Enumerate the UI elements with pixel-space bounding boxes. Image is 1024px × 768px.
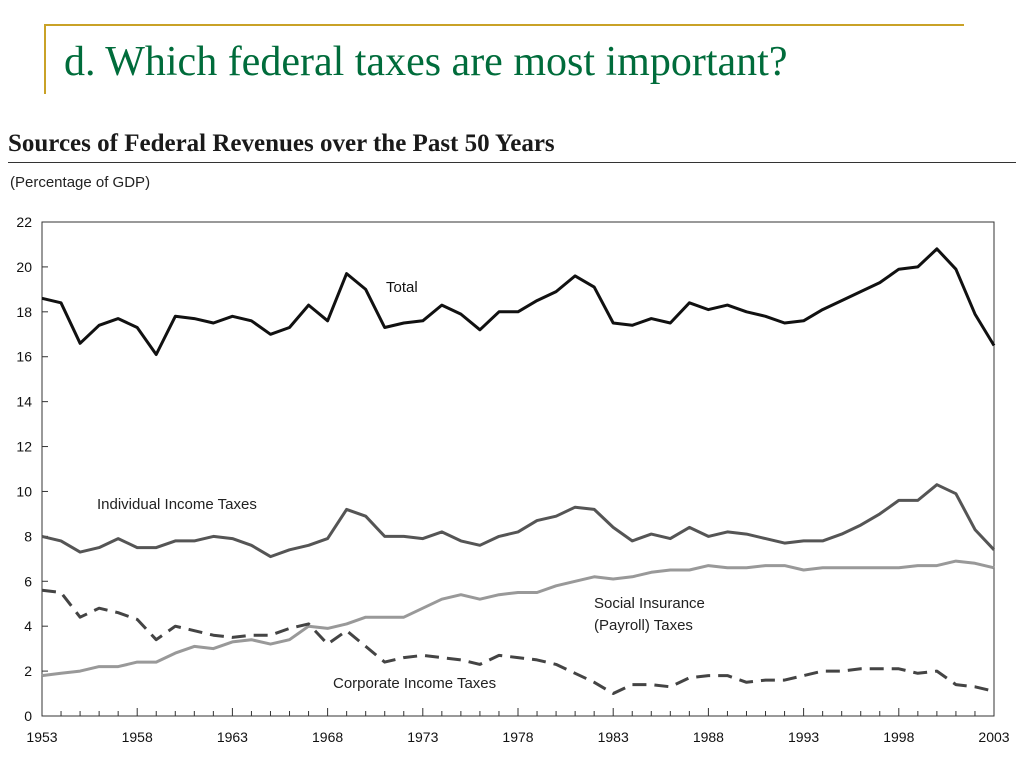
annotation-social-insurance-line2: (Payroll) Taxes xyxy=(594,617,693,634)
title-accent-bar xyxy=(44,24,46,94)
revenue-line-chart: 0 2 4 6 8 10 12 14 16 18 20 22 1953 1958 1963 1968 1973 1… xyxy=(16,214,1009,745)
chart-series xyxy=(41,247,996,695)
x-tick-label: 1968 xyxy=(312,729,343,745)
y-tick-label: 18 xyxy=(16,304,32,320)
series-line-individual-income-taxes xyxy=(41,483,996,559)
y-tick-label: 0 xyxy=(24,708,32,724)
x-tick-label: 1963 xyxy=(217,729,248,745)
y-tick-label: 10 xyxy=(16,483,32,499)
x-tick-label: 1958 xyxy=(122,729,153,745)
y-tick-label: 12 xyxy=(16,439,32,455)
y-tick-label: 6 xyxy=(24,573,32,589)
x-tick-label: 1973 xyxy=(407,729,438,745)
y-tick-label: 8 xyxy=(24,528,32,544)
x-tick-label: 1993 xyxy=(788,729,819,745)
x-tick-label: 1953 xyxy=(26,729,57,745)
y-tick-label: 4 xyxy=(24,618,32,634)
title-accent-rule xyxy=(44,24,964,26)
chart-subtitle: (Percentage of GDP) xyxy=(10,174,151,191)
x-tick-label: 1988 xyxy=(693,729,724,745)
series-line-corporate-income-taxes xyxy=(41,588,995,695)
y-tick-label: 16 xyxy=(16,349,32,365)
annotation-individual-income-taxes: Individual Income Taxes xyxy=(97,496,257,513)
chart-axes: 0 2 4 6 8 10 12 14 16 18 20 22 1953 1958 1963 1968 1973 1… xyxy=(16,214,1009,745)
slide-title: d. Which federal taxes are most importan… xyxy=(64,39,788,85)
x-tick-label: 1998 xyxy=(883,729,914,745)
annotation-social-insurance-line1: Social Insurance xyxy=(594,595,705,612)
annotation-total: Total xyxy=(386,279,418,296)
y-tick-label: 2 xyxy=(24,663,32,679)
annotation-corporate-income-taxes: Corporate Income Taxes xyxy=(333,675,496,692)
chart-annotations: Total Individual Income Taxes Social Ins… xyxy=(97,279,705,692)
y-tick-label: 22 xyxy=(16,214,32,230)
y-tick-label: 14 xyxy=(16,394,32,410)
y-tick-label: 20 xyxy=(16,259,32,275)
x-tick-label: 1983 xyxy=(598,729,629,745)
series-line-social-insurance-payroll-taxes xyxy=(41,559,995,678)
series-line-total xyxy=(41,247,996,356)
x-tick-label: 2003 xyxy=(978,729,1009,745)
chart-title-rule xyxy=(8,162,1016,163)
x-tick-label: 1978 xyxy=(502,729,533,745)
chart-title: Sources of Federal Revenues over the Pas… xyxy=(8,130,555,157)
